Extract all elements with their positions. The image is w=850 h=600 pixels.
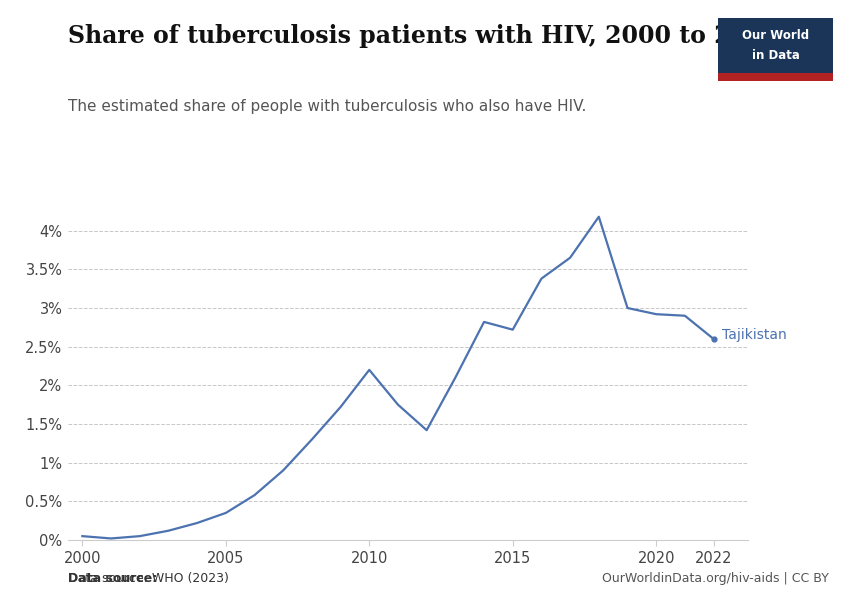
Text: in Data: in Data [751,49,800,62]
Text: Data source:: Data source: [68,572,157,585]
Text: Share of tuberculosis patients with HIV, 2000 to 2022: Share of tuberculosis patients with HIV,… [68,24,780,48]
Text: Data source: WHO (2023): Data source: WHO (2023) [68,572,229,585]
Text: OurWorldinData.org/hiv-aids | CC BY: OurWorldinData.org/hiv-aids | CC BY [602,572,829,585]
Text: The estimated share of people with tuberculosis who also have HIV.: The estimated share of people with tuber… [68,99,586,114]
Text: Tajikistan: Tajikistan [722,328,787,342]
Text: Our World: Our World [742,29,809,42]
